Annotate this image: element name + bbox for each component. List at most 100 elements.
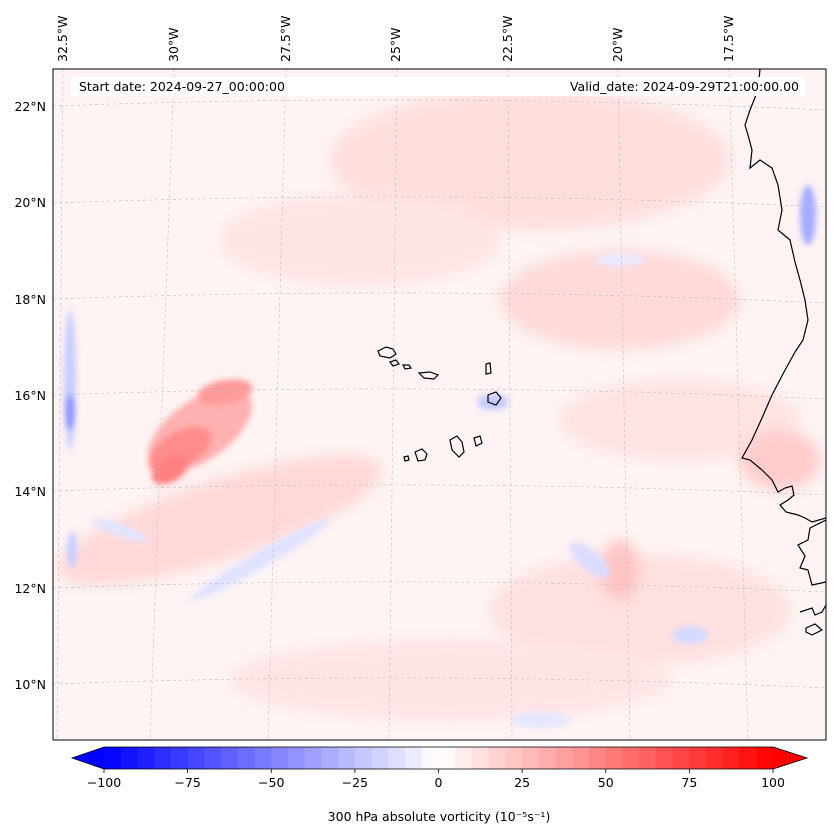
vorticity-blob-pos — [560, 380, 800, 460]
lat-label: 10°N — [14, 677, 46, 692]
parallel-line — [53, 677, 826, 689]
map-area: Start date: 2024-09-27_00:00:00 Valid_da… — [53, 69, 826, 740]
vorticity-core-neg — [190, 519, 330, 601]
meridian-line — [728, 69, 749, 740]
colorbar-tick-label: 50 — [598, 775, 614, 790]
colorbar-label: 300 hPa absolute vorticity (10⁻⁵s⁻¹) — [328, 809, 551, 824]
latitude-labels: 22°N 20°N 18°N 16°N 14°N 12°N 10°N — [14, 99, 46, 692]
meridian-line — [388, 69, 398, 740]
colorbar-segment — [622, 747, 640, 769]
meridian-line — [617, 69, 631, 740]
lon-label: 27.5°W — [278, 16, 293, 62]
vorticity-core-neg — [477, 394, 509, 410]
africa-coastline — [805, 623, 824, 636]
colorbar-tick-label: −75 — [174, 775, 200, 790]
colorbar-tick-label: 75 — [681, 775, 697, 790]
colorbar-segment — [589, 747, 607, 769]
colorbar-segment — [722, 747, 741, 769]
colorbar-segment — [287, 747, 306, 769]
colorbar-tick-label: 100 — [761, 775, 785, 790]
vorticity-core-neg — [67, 532, 77, 568]
colorbar-tick-label: 0 — [435, 775, 443, 790]
coastlines — [377, 69, 826, 636]
vorticity-core-neg — [595, 254, 645, 266]
colorbar-segment — [321, 747, 339, 769]
colorbar-segment — [739, 747, 757, 769]
lat-label: 18°N — [14, 292, 46, 307]
colorbar-segment — [455, 747, 473, 769]
island-outline — [485, 362, 492, 375]
parallel-line — [53, 484, 826, 496]
colorbar-segment — [405, 747, 423, 769]
colorbar-segment — [187, 747, 205, 769]
start-date-text: Start date: 2024-09-27_00:00:00 — [79, 79, 285, 94]
colorbar-segment — [639, 747, 657, 769]
island-outline — [377, 346, 397, 359]
island-outline — [487, 391, 502, 406]
parallel-line — [53, 581, 826, 593]
colorbar-segment — [304, 747, 322, 769]
colorbar-segment — [672, 747, 690, 769]
colorbar-segment — [572, 747, 590, 769]
vorticity-core-neg — [510, 712, 570, 728]
colorbar-segment — [204, 747, 222, 769]
colorbar-segment — [170, 747, 189, 769]
lat-label: 12°N — [14, 581, 46, 596]
colorbar-segment — [271, 747, 289, 769]
lat-label: 14°N — [14, 484, 46, 499]
lon-label: 20°W — [610, 27, 625, 62]
colorbar-segment — [421, 747, 440, 769]
island-outline — [402, 364, 413, 370]
colorbar-segment — [354, 747, 373, 769]
map-frame — [52, 68, 827, 741]
parallel-line — [53, 99, 826, 111]
vorticity-core-neg — [672, 626, 708, 644]
colorbar-low-extend — [72, 747, 104, 769]
colorbar-segments — [104, 747, 774, 769]
island-outline — [449, 435, 465, 458]
colorbar-segment — [756, 747, 774, 769]
colorbar-segment — [555, 747, 573, 769]
colorbar-segment — [120, 747, 138, 769]
colorbar-segment — [438, 747, 456, 769]
lon-label: 22.5°W — [500, 16, 515, 62]
vorticity-blob-pos — [490, 555, 790, 665]
colorbar-segment — [254, 747, 272, 769]
lon-label: 17.5°W — [721, 16, 736, 62]
vorticity-blob-pos — [230, 640, 670, 720]
island-outline — [389, 359, 400, 367]
colorbar-segment — [388, 747, 406, 769]
island-outline — [473, 435, 483, 447]
lat-label: 20°N — [14, 195, 46, 210]
africa-coastline — [741, 69, 826, 523]
valid-date-text: Valid_date: 2024-09-29T21:00:00.00 — [570, 79, 799, 94]
lat-label: 22°N — [14, 99, 46, 114]
colorbar-segment — [338, 747, 356, 769]
lon-label: 32.5°W — [55, 16, 70, 62]
colorbar-segment — [522, 747, 540, 769]
colorbar-segment — [605, 747, 623, 769]
vorticity-blob-pos — [220, 195, 500, 285]
vorticity-core-pos — [151, 455, 189, 485]
lon-label: 30°W — [166, 27, 181, 62]
meridian-line — [267, 69, 287, 740]
parallel-line — [53, 388, 826, 400]
colorbar-segment — [154, 747, 172, 769]
lon-label: 25°W — [388, 27, 403, 62]
colorbar-tick-label: −25 — [342, 775, 368, 790]
colorbar-segment — [488, 747, 506, 769]
colorbar-segment — [706, 747, 724, 769]
colorbar-segment — [137, 747, 155, 769]
vorticity-blob-pos — [57, 455, 383, 585]
colorbar-segment — [237, 747, 256, 769]
meridian-line — [507, 69, 513, 740]
date-header-background — [71, 77, 806, 96]
lat-label: 16°N — [14, 388, 46, 403]
vorticity-core-neg — [569, 542, 611, 578]
colorbar-tick-label: −50 — [258, 775, 284, 790]
island-outline — [417, 371, 440, 380]
colorbar-segment — [371, 747, 389, 769]
vorticity-field — [57, 90, 820, 728]
vorticity-core-neg — [65, 394, 75, 430]
